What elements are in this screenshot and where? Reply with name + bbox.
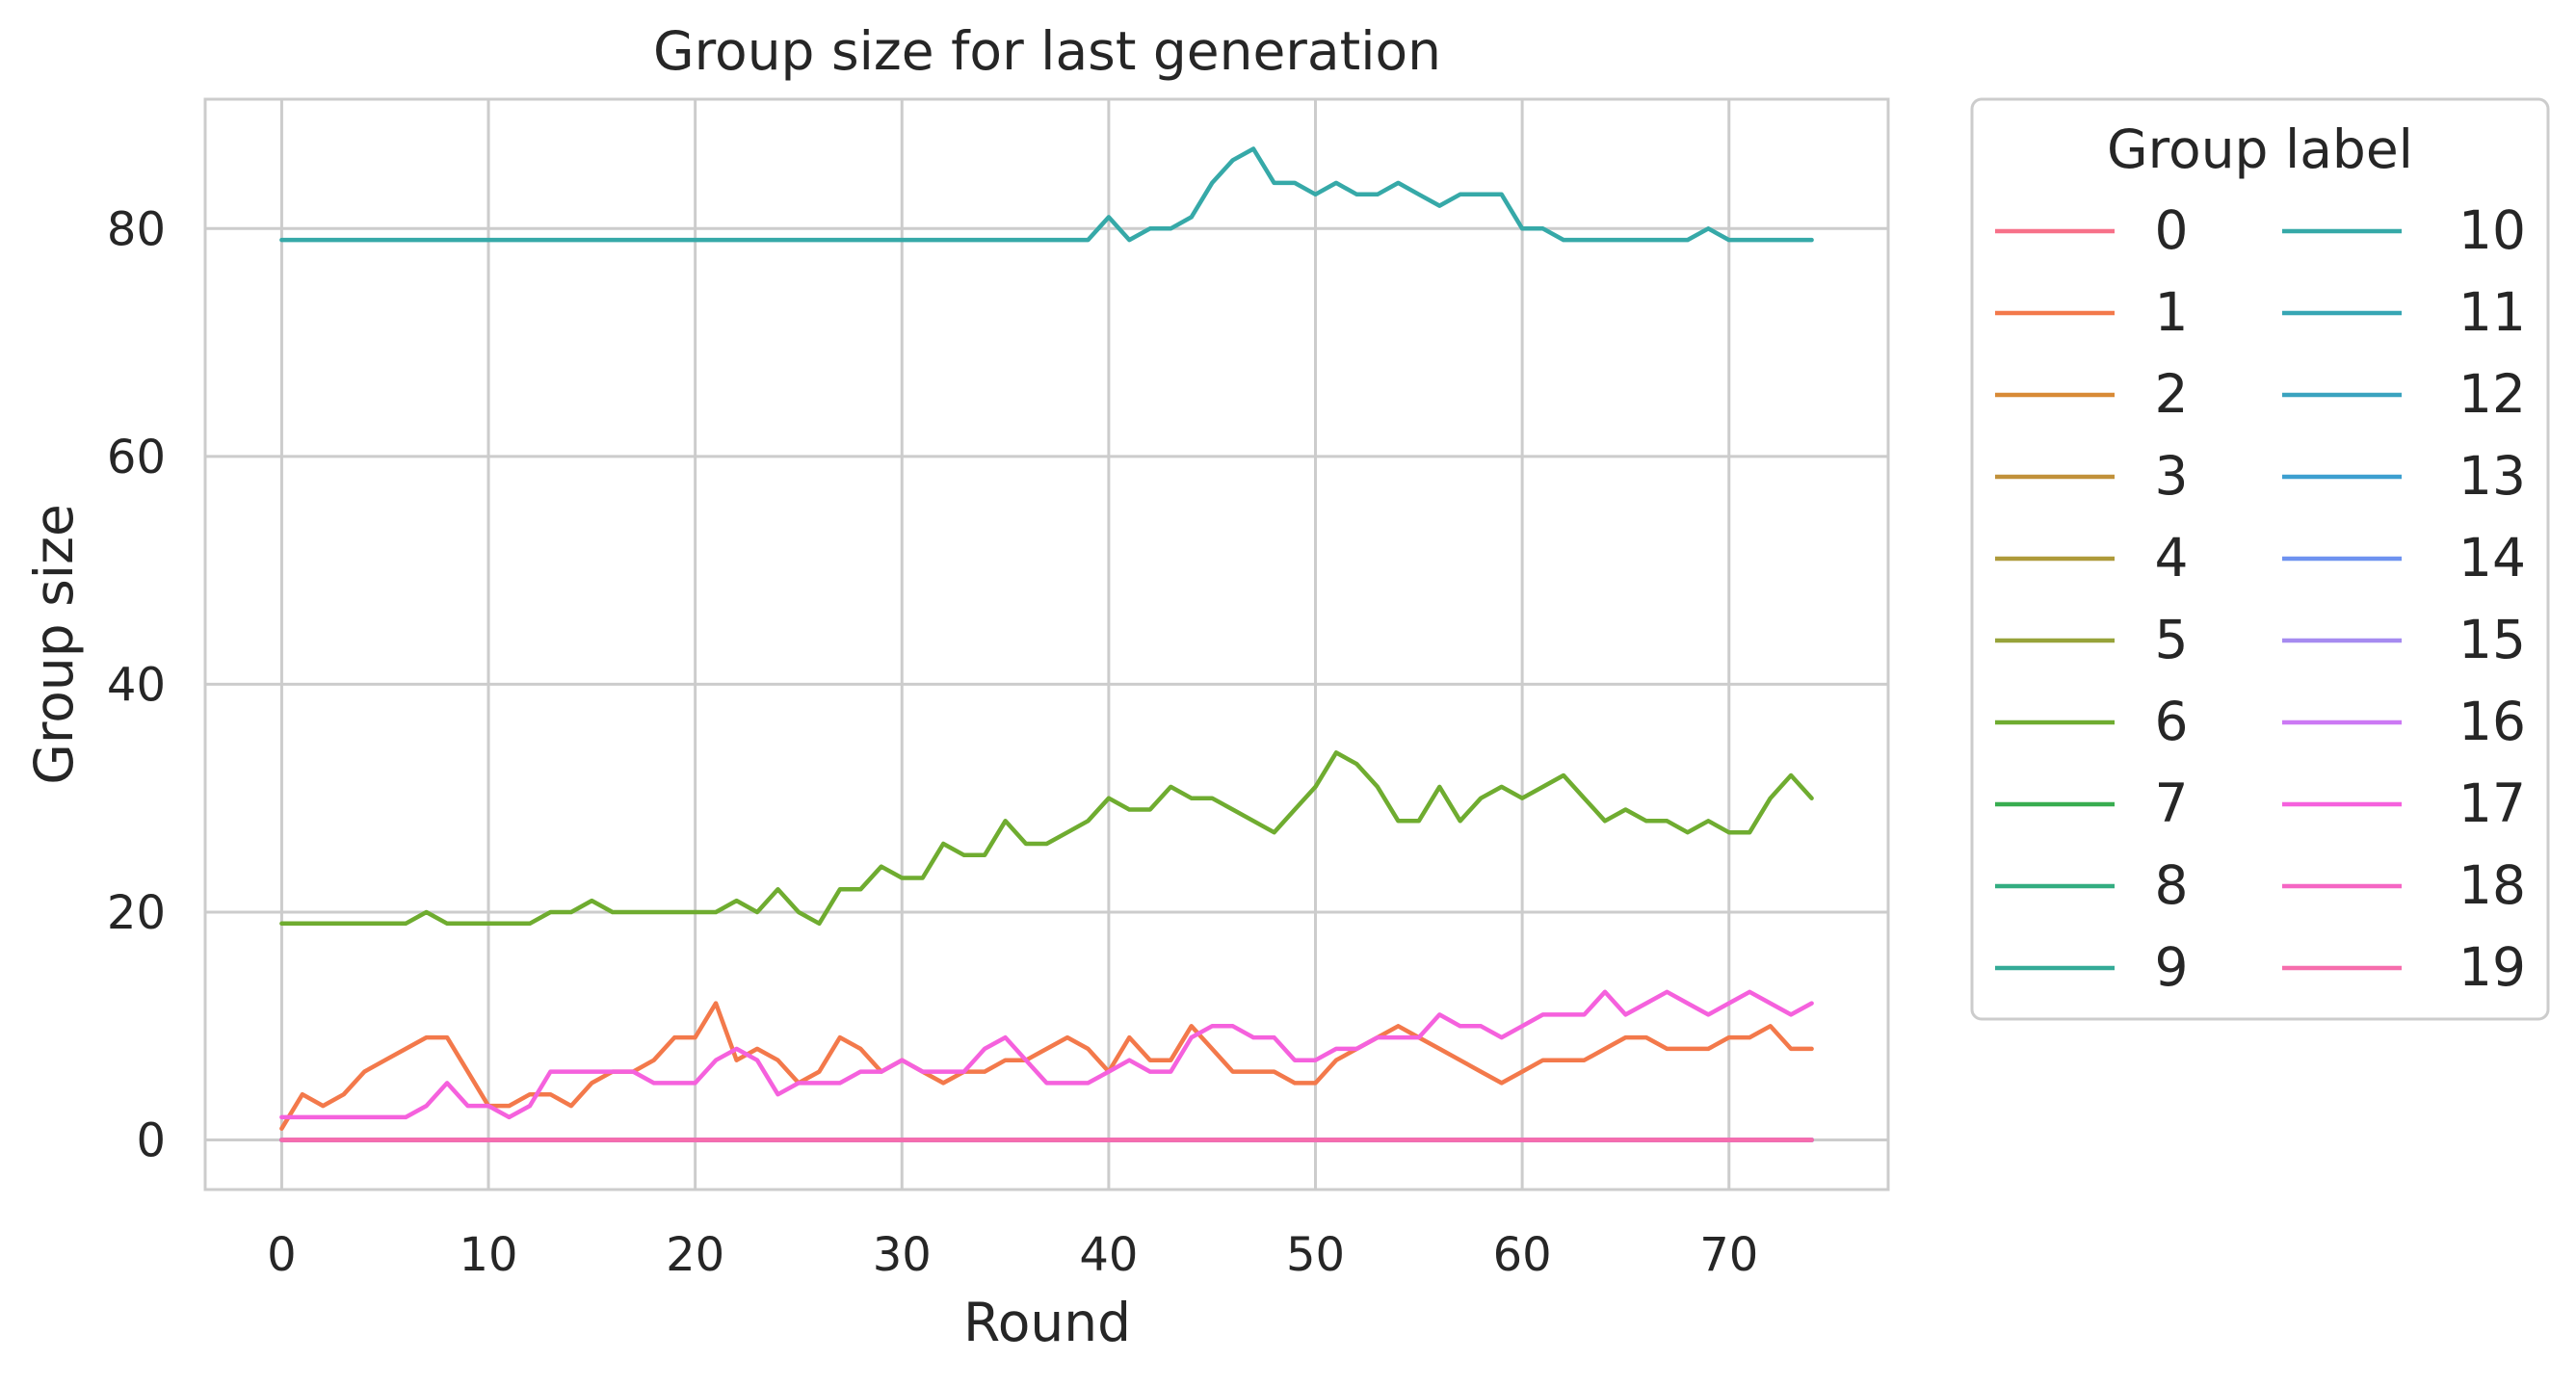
legend-label-7: 7: [2155, 772, 2189, 834]
series-line-6: [279, 750, 1814, 927]
legend-label-11: 11: [2458, 281, 2526, 343]
y-axis-label: Group size: [23, 504, 85, 785]
legend-title: Group label: [2107, 118, 2413, 180]
legend-label-19: 19: [2458, 936, 2526, 998]
legend-label-2: 2: [2155, 363, 2189, 425]
legend-label-3: 3: [2155, 445, 2189, 507]
legend-label-12: 12: [2458, 363, 2526, 425]
x-axis-label: Round: [963, 1292, 1131, 1353]
legend-label-5: 5: [2155, 609, 2189, 670]
legend-label-10: 10: [2458, 199, 2526, 261]
y-axis-ticks: 0 20 40 60 80: [107, 202, 166, 1167]
x-tick-label: 40: [1079, 1228, 1138, 1282]
legend-label-14: 14: [2458, 527, 2526, 589]
legend-label-13: 13: [2458, 445, 2526, 507]
plot-frame: [203, 97, 1890, 1191]
legend-label-9: 9: [2155, 936, 2189, 998]
legend-label-4: 4: [2155, 527, 2189, 589]
x-tick-label: 0: [267, 1228, 297, 1282]
legend-label-18: 18: [2458, 854, 2526, 916]
series-line-1: [279, 1001, 1814, 1131]
y-tick-label: 20: [107, 886, 166, 940]
x-tick-label: 20: [666, 1228, 724, 1282]
legend-label-16: 16: [2458, 691, 2526, 752]
x-tick-label: 10: [459, 1228, 517, 1282]
legend-label-6: 6: [2155, 691, 2189, 752]
y-tick-label: 40: [107, 658, 166, 712]
x-tick-label: 50: [1286, 1228, 1345, 1282]
series-line-17: [279, 989, 1814, 1120]
legend-frame: [1970, 97, 2550, 1021]
x-tick-label: 70: [1699, 1228, 1758, 1282]
legend: Group label 0123456789101112131415161718…: [1970, 97, 2550, 1021]
legend-label-8: 8: [2155, 854, 2189, 916]
legend-label-1: 1: [2155, 281, 2189, 343]
legend-label-0: 0: [2155, 199, 2189, 261]
y-tick-label: 0: [136, 1114, 166, 1168]
y-tick-label: 60: [107, 431, 166, 484]
x-tick-label: 30: [873, 1228, 932, 1282]
series-line-10: [279, 146, 1814, 243]
chart-title: Group size for last generation: [653, 20, 1441, 82]
series-lines: [279, 146, 1814, 1142]
legend-label-17: 17: [2458, 772, 2526, 834]
legend-label-15: 15: [2458, 609, 2526, 670]
y-tick-label: 80: [107, 202, 166, 256]
grid: [205, 99, 1888, 1190]
x-tick-label: 60: [1493, 1228, 1552, 1282]
x-axis-ticks: 0 10 20 30 40 50 60 70: [267, 1228, 1758, 1282]
